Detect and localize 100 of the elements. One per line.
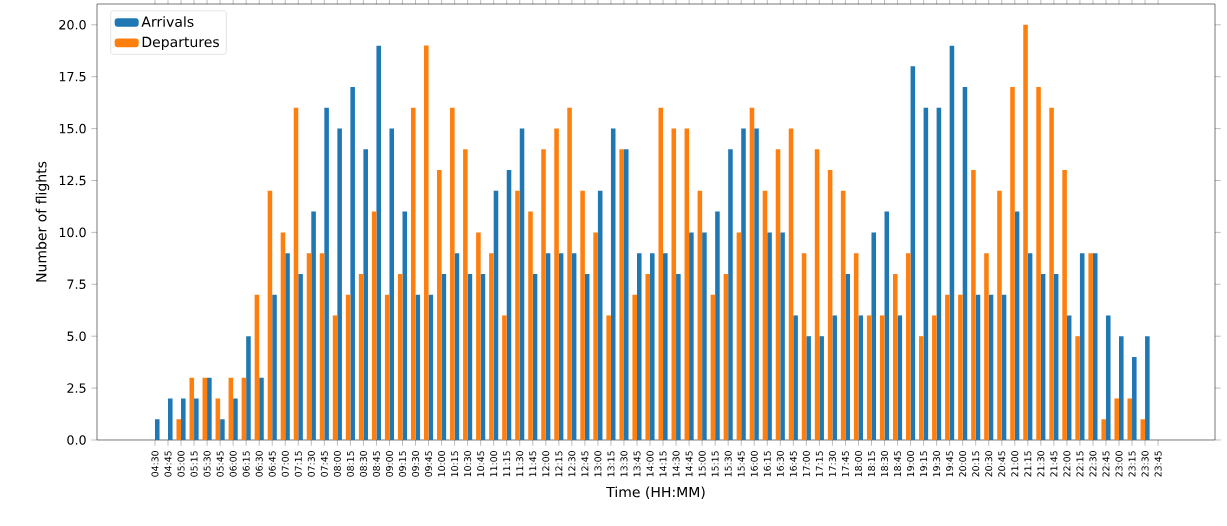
x-tick-label: 10:45	[477, 451, 485, 477]
x-tick-label: 20:15	[972, 451, 980, 477]
x-tick-label: 17:00	[802, 451, 810, 477]
x-axis-title: Time (HH:MM)	[606, 486, 705, 499]
x-tick-label: 11:45	[529, 451, 537, 477]
bar	[1088, 253, 1093, 440]
x-tick-label: 20:00	[959, 451, 967, 477]
x-tick-label: 11:15	[503, 451, 511, 477]
x-tick-label: 21:15	[1024, 451, 1032, 477]
bar	[376, 45, 382, 440]
bar	[285, 253, 290, 440]
bar	[176, 419, 182, 440]
x-tick-label: 07:00	[281, 451, 289, 477]
x-tick-label: 13:30	[620, 451, 628, 477]
x-tick-label: 12:45	[581, 451, 589, 477]
x-tick-label: 09:45	[425, 451, 433, 477]
bar	[410, 107, 416, 440]
bar	[168, 398, 173, 440]
x-tick-label: 22:15	[1076, 451, 1084, 477]
bar	[754, 128, 759, 440]
x-tick-label: 05:15	[190, 451, 198, 477]
x-tick-label: 15:00	[698, 451, 706, 477]
bar	[1132, 356, 1137, 440]
x-tick-label: 11:30	[516, 451, 524, 477]
bar	[450, 107, 455, 440]
bar	[1145, 336, 1150, 440]
bar	[476, 232, 481, 440]
bar	[702, 232, 707, 440]
bar	[593, 232, 598, 440]
x-tick-label: 07:15	[294, 451, 302, 477]
x-tick-label: 17:30	[828, 451, 836, 477]
bar	[858, 315, 864, 440]
x-tick-label: 18:30	[880, 451, 889, 477]
bar	[879, 315, 885, 440]
x-tick-label: 20:45	[998, 451, 1006, 477]
y-tick-label: 7.5	[67, 279, 86, 289]
bar	[689, 232, 694, 440]
bar	[767, 232, 772, 440]
bar	[1023, 24, 1028, 440]
x-tick-label: 13:15	[607, 451, 615, 477]
bar	[207, 377, 212, 440]
x-tick-label: 13:00	[594, 451, 602, 477]
x-tick-label: 17:15	[815, 451, 823, 477]
bar	[741, 128, 746, 440]
bar	[337, 128, 342, 440]
x-tick-label: 18:15	[867, 451, 876, 477]
x-tick-label: 08:00	[333, 451, 341, 477]
legend-label: Departures	[142, 36, 219, 50]
bar	[194, 398, 199, 440]
bar	[350, 87, 355, 440]
x-tick-label: 15:30	[724, 451, 732, 477]
x-tick-label: 22:30	[1089, 451, 1097, 477]
bar	[971, 170, 976, 440]
bar	[793, 315, 798, 440]
bar	[1101, 419, 1106, 440]
bar	[1049, 107, 1054, 440]
bar	[189, 377, 195, 440]
bar	[919, 336, 924, 440]
x-tick-label: 06:00	[229, 451, 237, 477]
legend-label: Arrivals	[141, 16, 194, 27]
x-tick-label: 04:30	[151, 451, 159, 477]
y-tick-label: 0.0	[67, 435, 86, 445]
x-tick-label: 16:30	[776, 451, 784, 477]
bar	[663, 253, 668, 440]
bar	[502, 315, 507, 440]
x-tick-label: 10:00	[438, 451, 446, 477]
bar	[623, 149, 629, 440]
bar	[632, 294, 637, 440]
x-tick-label: 17:45	[841, 451, 849, 477]
x-tick-label: 16:45	[789, 451, 797, 477]
bar	[389, 128, 395, 440]
bar	[958, 294, 963, 440]
x-tick-label: 09:30	[412, 451, 420, 477]
x-tick-label: 06:30	[255, 451, 263, 477]
x-tick-label: 08:15	[346, 451, 354, 477]
bar	[363, 149, 368, 440]
x-tick-label: 05:00	[177, 451, 185, 477]
bar	[1062, 170, 1067, 440]
x-tick-label: 18:00	[854, 451, 862, 477]
bar	[906, 253, 911, 440]
bar	[1010, 87, 1015, 440]
x-tick-label: 15:15	[711, 451, 719, 477]
bar	[1127, 398, 1133, 440]
bar	[324, 107, 329, 440]
bar	[515, 190, 520, 440]
y-tick-label: 20.0	[59, 19, 86, 30]
bar	[832, 315, 837, 440]
x-tick-label: 10:30	[464, 451, 472, 477]
bar	[806, 336, 811, 440]
bar	[845, 273, 850, 440]
bar	[1119, 336, 1124, 440]
x-tick-label: 14:00	[646, 451, 654, 477]
bar	[423, 45, 429, 440]
x-tick-label: 16:00	[750, 451, 758, 477]
y-tick-label: 15.0	[59, 123, 86, 134]
bar	[658, 107, 664, 440]
y-tick-label: 12.5	[59, 175, 86, 186]
bar	[819, 336, 824, 440]
x-tick-label: 13:45	[633, 451, 641, 477]
y-tick-label: 10.0	[59, 227, 86, 238]
